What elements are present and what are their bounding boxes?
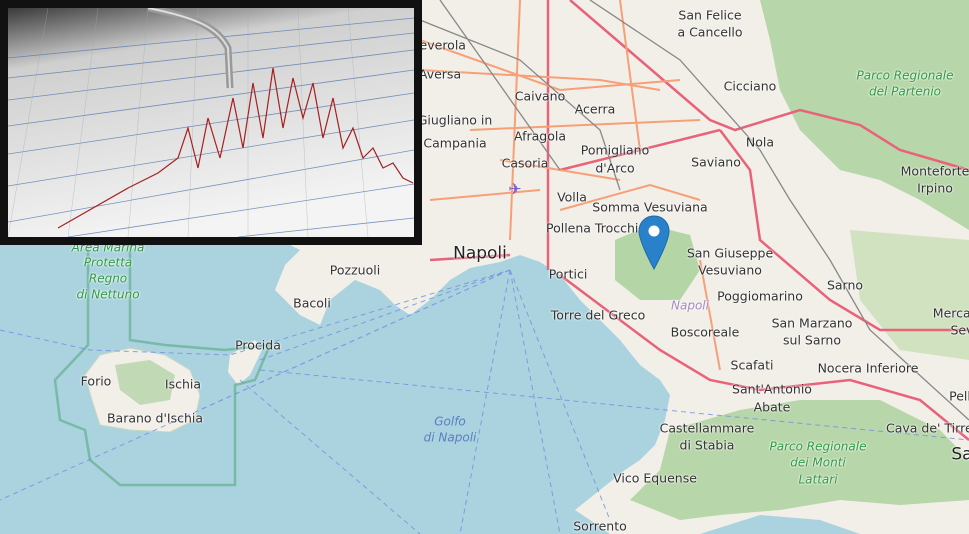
place-label: Pell [949,388,969,404]
water-label: Golfo [434,414,466,429]
forest-partenio [760,0,969,230]
water-label: di Napoli [423,430,477,445]
place-label: Saviano [691,154,741,170]
place-label: San Felice [678,7,742,23]
place-label: Poggiomarino [717,288,803,304]
seismograph-inset [0,0,422,245]
place-label: Somma Vesuviana [592,199,708,215]
park-label: Lattari [798,472,838,487]
place-label: Caivano [514,88,566,104]
place-label: Portici [548,266,588,282]
place-label: Torre del Greco [550,307,646,323]
place-label: Sev [950,322,969,338]
place-label: Boscoreale [670,324,740,340]
primary-roads [419,0,721,371]
place-label: Pozzuoli [329,262,381,278]
place-label: Pollena Trocchia [545,220,647,236]
island-procida [228,340,262,385]
place-label: Barano d'Ischia [106,410,204,426]
forest-east [850,230,969,360]
place-label: Ischia [164,376,202,392]
railways [419,0,969,421]
place-label: Sarno [826,277,864,293]
city-label-napoli: Napoli [453,243,507,264]
place-label: Giugliano in [417,112,493,128]
place-label: Acerra [574,101,616,117]
map-pin-icon[interactable] [638,215,670,271]
ferry-routes [0,269,969,534]
place-label: a Cancello [677,24,743,40]
place-label: San Marzano [771,315,853,331]
place-label: Sa [951,444,969,465]
airport-icon: ✈ [508,179,522,199]
place-label: Sant'Antonio [732,381,812,397]
place-label: San Giuseppe [686,245,774,261]
place-label: Abate [753,399,791,415]
place-label: Irpino [917,180,953,196]
forest-lattari [630,400,969,520]
place-label: Bacoli [293,295,331,311]
place-label: Forio [80,373,112,389]
place-label: Mercato [932,305,969,321]
park-label: Protetta [83,255,133,270]
marine-area-boundary [53,245,272,487]
place-label: Vesuviano [698,262,762,278]
park-label: dei Monti [790,455,846,470]
place-label: Afragola [513,128,567,144]
place-label: Pomigliano [580,142,650,158]
place-label: Castellammare [659,420,755,436]
place-label: Procida [235,337,281,353]
place-label: Volla [557,189,587,205]
place-label: Cicciano [723,78,777,94]
forest-ischia [115,360,175,405]
volcano-label: Napoli [671,298,709,313]
motorways [429,0,969,441]
park-label: del Partenio [868,84,942,99]
place-label: Sorrento [573,518,627,534]
place-label: sul Sarno [783,332,841,348]
place-label: Monteforte [900,163,969,179]
place-label: Nocera Inferiore [817,360,919,376]
place-label: Cava de' Tirreni [885,420,969,436]
place-label: Casoria [501,155,549,171]
place-label: Scafati [730,357,774,373]
place-label: Teverola [414,37,466,53]
place-label: Campania [423,135,487,151]
place-label: Nola [745,134,775,150]
place-label: Aversa [418,66,462,82]
place-label: Vico Equense [613,470,697,486]
park-label: di Nettuno [76,287,140,302]
park-label: Parco Regionale [769,439,867,454]
place-label: d'Arco [595,160,635,176]
park-label: Parco Regionale [856,68,954,83]
seismograph-image [8,8,414,237]
place-label: di Stabia [679,437,735,453]
park-label: Regno [88,271,128,286]
